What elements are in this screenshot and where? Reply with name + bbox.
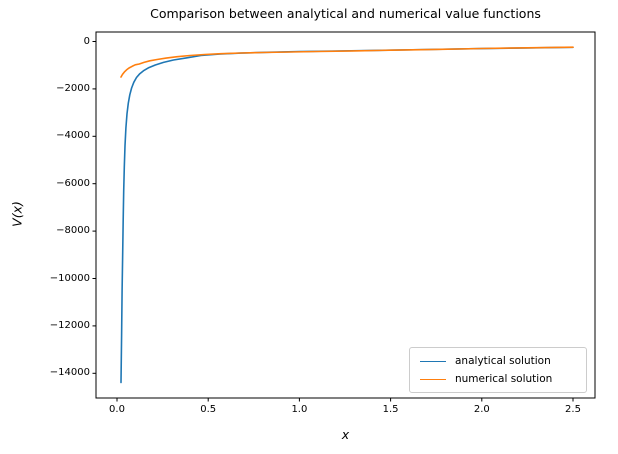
axes-frame (95, 31, 596, 399)
y-axis-label: V(x) (9, 201, 25, 227)
x-tick-label: 2.0 (473, 404, 490, 415)
series-line-numerical-solution (120, 46, 574, 78)
legend-label-numerical: numerical solution (455, 372, 553, 385)
y-tick-label: −12000 (49, 319, 90, 331)
x-axis-label: x (341, 427, 350, 442)
x-tick-label: 2.5 (565, 404, 581, 415)
legend-label-analytical: analytical solution (455, 354, 551, 367)
x-tick-label: 1.5 (382, 404, 399, 415)
y-tick-label: −4000 (56, 130, 90, 142)
legend-item-numerical: numerical solution (417, 373, 579, 386)
x-tick-label: 0.5 (200, 404, 217, 415)
x-tick-label: 0.0 (109, 404, 125, 415)
legend: analytical solution numerical solution (409, 347, 587, 393)
legend-line-swatch-analytical (420, 360, 446, 362)
y-tick-label: −10000 (49, 272, 90, 284)
y-tick-label: −6000 (56, 177, 90, 189)
x-tick-label: 1.0 (291, 404, 308, 415)
y-tick-label: −14000 (49, 367, 90, 379)
legend-item-analytical: analytical solution (417, 355, 579, 368)
series-line-analytical-solution (120, 46, 574, 384)
y-tick-label: −8000 (56, 225, 90, 237)
legend-line-swatch-numerical (420, 378, 446, 380)
chart-title: Comparison between analytical and numeri… (150, 6, 541, 21)
y-tick-label: −2000 (56, 82, 90, 94)
y-tick-label: 0 (83, 35, 90, 47)
